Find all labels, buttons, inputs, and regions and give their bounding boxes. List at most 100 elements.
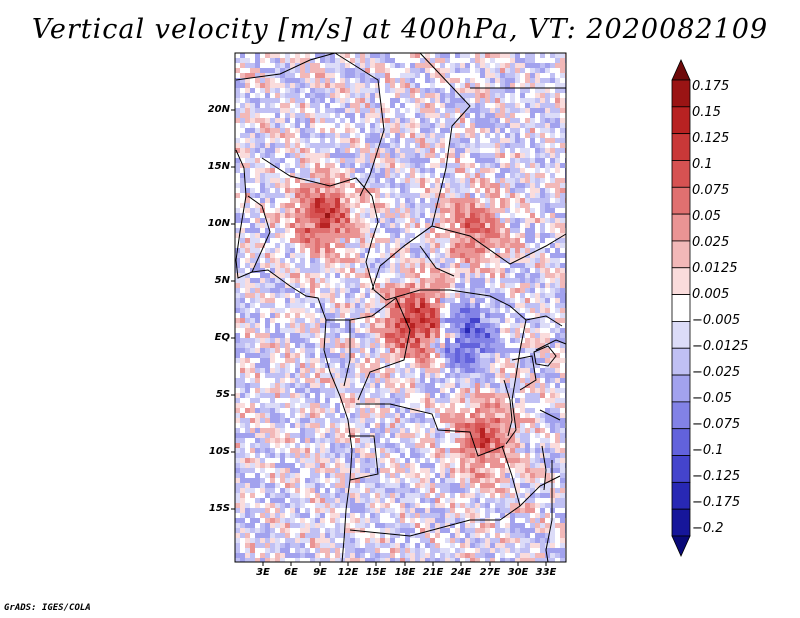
field-cell <box>550 288 556 294</box>
field-cell <box>455 98 461 104</box>
field-cell <box>460 193 466 199</box>
field-cell <box>420 148 426 154</box>
field-cell <box>315 128 321 134</box>
field-cell <box>330 273 336 279</box>
field-cell <box>315 138 321 144</box>
field-cell <box>380 193 386 199</box>
field-cell <box>520 123 526 129</box>
field-cell <box>265 338 271 344</box>
field-cell <box>260 393 266 399</box>
field-cell <box>370 138 376 144</box>
field-cell <box>380 278 386 284</box>
field-cell <box>540 273 546 279</box>
field-cell <box>330 178 336 184</box>
field-cell <box>295 408 301 414</box>
field-cell <box>535 323 541 329</box>
field-cell <box>315 213 321 219</box>
field-cell <box>465 373 471 379</box>
field-cell <box>280 318 286 324</box>
field-cell <box>335 118 341 124</box>
field-cell <box>540 303 546 309</box>
field-cell <box>500 78 506 84</box>
field-cell <box>270 238 276 244</box>
field-cell <box>525 263 531 269</box>
field-cell <box>430 308 436 314</box>
field-cell <box>315 388 321 394</box>
field-cell <box>430 198 436 204</box>
field-cell <box>320 253 326 259</box>
field-cell <box>285 383 291 389</box>
field-cell <box>255 353 261 359</box>
field-cell <box>420 183 426 189</box>
field-cell <box>340 238 346 244</box>
field-cell <box>500 223 506 229</box>
field-cell <box>265 258 271 264</box>
field-cell <box>520 403 526 409</box>
field-cell <box>520 133 526 139</box>
field-cell <box>340 103 346 109</box>
field-cell <box>305 148 311 154</box>
field-cell <box>405 178 411 184</box>
field-cell <box>320 138 326 144</box>
field-cell <box>530 98 536 104</box>
field-cell <box>420 288 426 294</box>
field-cell <box>400 83 406 89</box>
field-cell <box>260 368 266 374</box>
field-cell <box>385 423 391 429</box>
field-cell <box>265 408 271 414</box>
field-cell <box>420 118 426 124</box>
field-cell <box>270 318 276 324</box>
field-cell <box>390 133 396 139</box>
field-cell <box>245 293 251 299</box>
field-cell <box>385 83 391 89</box>
field-cell <box>430 173 436 179</box>
field-cell <box>535 128 541 134</box>
field-cell <box>530 233 536 239</box>
field-cell <box>460 318 466 324</box>
field-cell <box>390 338 396 344</box>
field-cell <box>505 313 511 319</box>
field-cell <box>560 238 566 244</box>
field-cell <box>495 413 501 419</box>
field-cell <box>470 418 476 424</box>
field-cell <box>550 408 556 414</box>
field-cell <box>385 163 391 169</box>
field-cell <box>295 318 301 324</box>
field-cell <box>380 213 386 219</box>
field-cell <box>295 113 301 119</box>
field-cell <box>340 388 346 394</box>
field-cell <box>395 353 401 359</box>
field-cell <box>260 408 266 414</box>
field-cell <box>455 173 461 179</box>
field-cell <box>270 68 276 74</box>
field-cell <box>495 123 501 129</box>
field-cell <box>365 303 371 309</box>
field-cell <box>425 218 431 224</box>
field-cell <box>375 118 381 124</box>
field-cell <box>550 133 556 139</box>
field-cell <box>390 233 396 239</box>
field-cell <box>265 83 271 89</box>
field-cell <box>275 253 281 259</box>
field-cell <box>330 323 336 329</box>
field-cell <box>370 298 376 304</box>
field-cell <box>255 358 261 364</box>
field-cell <box>440 108 446 114</box>
field-cell <box>390 378 396 384</box>
field-cell <box>535 173 541 179</box>
field-cell <box>315 398 321 404</box>
field-cell <box>510 88 516 94</box>
field-cell <box>385 358 391 364</box>
field-cell <box>350 218 356 224</box>
field-cell <box>370 78 376 84</box>
field-cell <box>300 328 306 334</box>
field-cell <box>245 248 251 254</box>
field-cell <box>520 98 526 104</box>
field-cell <box>295 293 301 299</box>
field-cell <box>560 123 566 129</box>
field-cell <box>300 353 306 359</box>
field-cell <box>385 58 391 64</box>
field-cell <box>470 273 476 279</box>
field-cell <box>435 118 441 124</box>
field-cell <box>550 183 556 189</box>
